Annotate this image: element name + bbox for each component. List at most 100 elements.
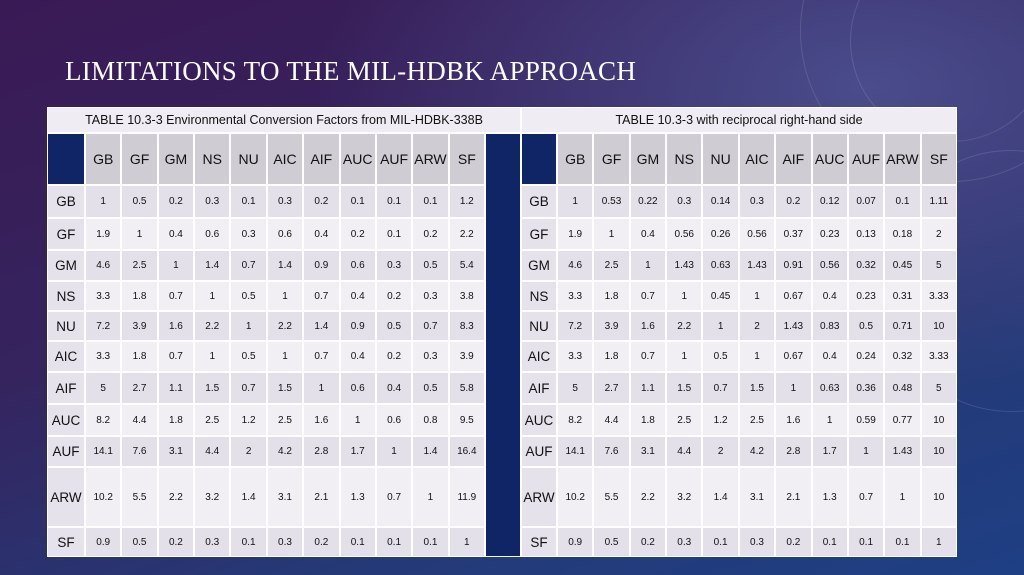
table-cell: 7.2 (85, 311, 122, 341)
table-cell: 1 (811, 404, 848, 436)
column-header: AIF (775, 133, 812, 185)
table-cell: 0.53 (593, 185, 630, 218)
table-cell: 0.56 (738, 218, 776, 250)
table-cell: 1.8 (121, 281, 158, 311)
table-cell: 0.45 (884, 250, 921, 281)
table-cell: 0.14 (702, 185, 739, 218)
table-cell: 2 (920, 218, 957, 250)
column-header: SF (448, 133, 485, 185)
table-cell: 4.2 (738, 436, 776, 467)
table-cell: 0.56 (666, 218, 703, 250)
table-cell: 0.9 (339, 311, 376, 341)
slide-title: LIMITATIONS TO THE MIL-HDBK APPROACH (65, 56, 637, 86)
table-cell: 1.43 (775, 311, 812, 341)
table-cell: 0.3 (666, 527, 703, 557)
table-cell: 0.5 (230, 341, 267, 372)
table-cell: 0.7 (157, 281, 195, 311)
table-cell: 1.43 (666, 250, 703, 281)
table-cell: 1 (884, 467, 921, 527)
table-cell: 0.7 (702, 372, 739, 404)
table-cell: 0.32 (884, 341, 921, 372)
table-cell: 4.4 (593, 404, 630, 436)
table-cell: 0.2 (157, 527, 195, 557)
column-header: ARW (884, 133, 921, 185)
table-cell: 1 (85, 185, 122, 218)
table-cell: 0.22 (629, 185, 667, 218)
table-cell: 2.5 (266, 404, 304, 436)
table-cell: 3.33 (920, 341, 957, 372)
table-cell: 0.4 (303, 218, 340, 250)
row-header: GF (47, 218, 85, 250)
table-cell: 3.2 (194, 467, 231, 527)
table-cell: 2.2 (266, 311, 304, 341)
table-cell: 1.5 (194, 372, 231, 404)
row-header: GB (521, 185, 557, 218)
table-cell: 10 (920, 404, 957, 436)
table-cell: 0.3 (266, 185, 304, 218)
table-cell: 0.5 (702, 341, 739, 372)
column-header: ARW (412, 133, 449, 185)
table-cell: 2.1 (775, 467, 812, 527)
table-cell: 0.12 (811, 185, 848, 218)
table-cell: 0.6 (339, 250, 376, 281)
table-cell: 2.8 (303, 436, 340, 467)
table-cell: 0.63 (811, 372, 848, 404)
table-cell: 16.4 (448, 436, 485, 467)
table-cell: 2.2 (194, 311, 231, 341)
table-cell: 1 (230, 311, 267, 341)
table-cell: 2.5 (738, 404, 776, 436)
table-cell: 0.7 (303, 281, 340, 311)
table-cell: 8.2 (85, 404, 122, 436)
table-cell: 0.59 (847, 404, 885, 436)
table-cell: 0.56 (811, 250, 848, 281)
table-cell: 1 (157, 250, 195, 281)
column-header: GM (157, 133, 195, 185)
row-header: GB (47, 185, 85, 218)
table-cell: 1.5 (266, 372, 304, 404)
table-cell: 2.2 (157, 467, 195, 527)
table-cell: 1 (121, 218, 158, 250)
table-cell: 1.8 (121, 341, 158, 372)
table-cell: 0.6 (266, 218, 304, 250)
column-header: GF (593, 133, 630, 185)
table-cell: 4.6 (557, 250, 594, 281)
table-cell: 3.9 (593, 311, 630, 341)
row-header: SF (47, 527, 85, 557)
row-header: ARW (47, 467, 85, 527)
table-cell: 0.71 (884, 311, 921, 341)
table-cell: 2.5 (194, 404, 231, 436)
table-cell: 0.1 (412, 527, 449, 557)
table-cell: 0.1 (339, 527, 376, 557)
table-cell: 0.6 (194, 218, 231, 250)
table-cell: 1 (448, 527, 485, 557)
table-cell: 0.9 (85, 527, 122, 557)
table-cell: 1 (738, 281, 776, 311)
table-cell: 1.43 (884, 436, 921, 467)
table-cell: 2.2 (448, 218, 485, 250)
table-cell: 1.5 (738, 372, 776, 404)
table-cell: 0.5 (121, 185, 158, 218)
row-header: NS (47, 281, 85, 311)
table-caption: TABLE 10.3-3 Environmental Conversion Fa… (47, 107, 521, 133)
table-cell: 0.5 (121, 527, 158, 557)
table-cell: 14.1 (557, 436, 594, 467)
table-cell: 1 (666, 281, 703, 311)
table-cell: 1.4 (194, 250, 231, 281)
row-header: GM (521, 250, 557, 281)
column-header: AIF (303, 133, 340, 185)
table-cell: 0.6 (339, 372, 376, 404)
table-cell: 0.3 (194, 185, 231, 218)
table-cell: 3.1 (157, 436, 195, 467)
table-cell: 3.3 (85, 281, 122, 311)
table-cell: 1.2 (448, 185, 485, 218)
table-cell: 0.5 (593, 527, 630, 557)
table-cell: 0.1 (412, 185, 449, 218)
table-cell: 5.8 (448, 372, 485, 404)
table-cell: 0.83 (811, 311, 848, 341)
table-cell: 1.7 (339, 436, 376, 467)
table-cell: 10.2 (557, 467, 594, 527)
table-cell: 1.1 (157, 372, 195, 404)
table-cell: 0.1 (230, 527, 267, 557)
row-header: AUC (47, 404, 85, 436)
table-cell: 0.7 (230, 372, 267, 404)
